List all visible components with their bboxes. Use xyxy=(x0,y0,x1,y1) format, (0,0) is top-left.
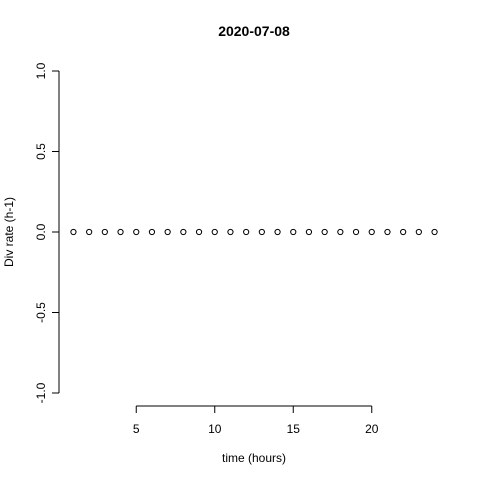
data-point xyxy=(368,228,375,236)
data-point xyxy=(415,228,422,236)
y-tick-label: 0.0 xyxy=(34,223,48,240)
data-point xyxy=(101,228,108,236)
data-point xyxy=(195,228,203,236)
data-points xyxy=(70,228,438,236)
data-point xyxy=(211,228,218,236)
data-point xyxy=(321,228,328,236)
x-tick-label: 15 xyxy=(287,422,301,436)
y-axis: -1.0 -0.5 0.0 0.5 1.0 xyxy=(34,62,60,403)
x-axis: 5 10 15 20 xyxy=(133,405,379,436)
data-point xyxy=(227,228,234,236)
data-point xyxy=(290,228,297,236)
y-axis-label: Div rate (h-1) xyxy=(2,197,16,267)
data-point xyxy=(400,228,407,236)
x-tick-label: 20 xyxy=(365,422,379,436)
data-point xyxy=(352,228,360,236)
x-tick-label: 5 xyxy=(133,422,140,436)
data-point xyxy=(337,228,344,236)
y-tick-label: -1.0 xyxy=(34,382,48,403)
x-tick-label: 10 xyxy=(208,422,222,436)
y-tick-label: -0.5 xyxy=(34,302,48,323)
data-point xyxy=(86,228,93,236)
data-point xyxy=(164,228,171,236)
data-point xyxy=(148,228,156,236)
data-point xyxy=(384,228,391,236)
y-tick-label: 0.5 xyxy=(34,143,48,160)
data-point xyxy=(305,228,313,236)
data-point xyxy=(431,228,438,236)
x-axis-label: time (hours) xyxy=(222,451,286,465)
data-point xyxy=(274,228,281,236)
data-point xyxy=(243,228,250,236)
y-tick-label: 1.0 xyxy=(34,62,48,79)
data-point xyxy=(133,228,140,236)
data-point xyxy=(258,228,265,236)
data-point xyxy=(180,228,187,236)
chart-title: 2020-07-08 xyxy=(218,23,290,39)
data-point xyxy=(70,228,77,236)
data-point xyxy=(117,228,124,236)
